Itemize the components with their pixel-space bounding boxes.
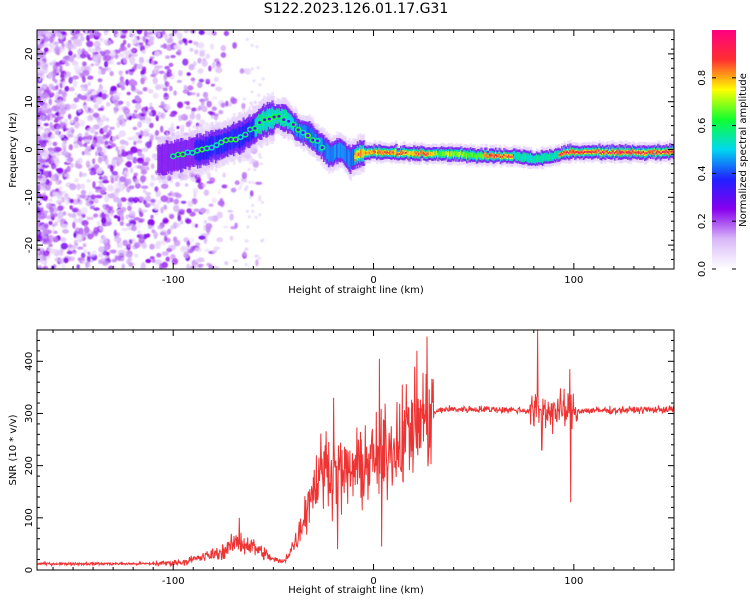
snr-y-tick-label: 100 <box>24 508 35 527</box>
spectrogram-y-tick-label: 20 <box>24 48 35 61</box>
colorbar-tick-label: 0.2 <box>697 213 708 229</box>
spectrogram-y-tick-label: -20 <box>24 237 35 253</box>
colorbar-ticks: 0.0 0.2 0.4 0.6 0.8 <box>697 70 736 277</box>
colorbar-scale <box>712 30 736 269</box>
spectrogram-image <box>37 30 674 269</box>
snr-panel: -100 0 100 0 100 200 300 400 Height of straight… <box>8 329 675 596</box>
snr-y-tick-label: 400 <box>24 352 35 371</box>
spectrogram-y-axis-label: Frequency (Hz) <box>8 112 19 188</box>
spectrogram-y-tick-label: 10 <box>24 95 35 108</box>
colorbar-tick-label: 0.0 <box>697 261 708 277</box>
spectrogram-x-tick-label: 0 <box>370 275 376 286</box>
spectrogram-x-axis-label: Height of straight line (km) <box>288 285 424 296</box>
snr-y-axis-label: SNR (10 * v/v) <box>8 414 19 485</box>
snr-x-axis-label: Height of straight line (km) <box>288 585 424 596</box>
colorbar-tick-label: 0.4 <box>697 165 708 181</box>
snr-y-tick-label: 0 <box>24 567 35 573</box>
colorbar-tick-label: 0.6 <box>697 118 708 134</box>
colorbar-tick-label: 0.8 <box>697 70 708 86</box>
spectrogram-x-tick-label: 100 <box>564 275 583 286</box>
snr-ticks: -100 0 100 0 100 200 300 400 <box>24 329 675 587</box>
spectrogram-signal-ridge <box>157 91 674 184</box>
snr-x-tick-label: 0 <box>370 576 376 587</box>
colorbar-label: Normalized spectral amplitude <box>738 73 749 227</box>
spectrogram-noise <box>37 30 265 269</box>
snr-x-tick-label: -100 <box>162 576 185 587</box>
snr-frame <box>36 329 675 571</box>
snr-y-tick-label: 300 <box>24 404 35 423</box>
figure-title: S122.2023.126.01.17.G31 <box>263 1 449 17</box>
snr-series-line <box>37 330 674 568</box>
spectrogram-y-tick-label: 0 <box>24 146 35 152</box>
colorbar: 0.0 0.2 0.4 0.6 0.8 Normalized spectral ampl… <box>697 30 749 277</box>
snr-x-tick-label: 100 <box>564 576 583 587</box>
spectrogram-y-tick-label: -10 <box>24 189 35 205</box>
spectrogram-x-tick-label: -100 <box>162 275 185 286</box>
snr-y-tick-label: 200 <box>24 456 35 475</box>
